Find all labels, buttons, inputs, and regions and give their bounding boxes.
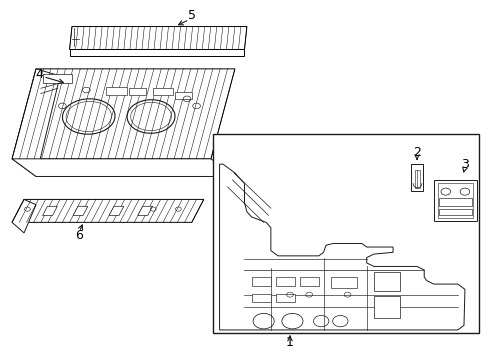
Bar (299, 277, 318, 286)
Text: 4: 4 (36, 68, 43, 81)
Polygon shape (73, 206, 88, 215)
Bar (275, 294, 294, 302)
Polygon shape (42, 206, 57, 215)
Bar (275, 277, 294, 286)
Bar (410, 164, 423, 190)
Bar (330, 277, 356, 288)
Bar (105, 86, 127, 95)
Bar (251, 277, 270, 286)
Bar (251, 294, 270, 302)
Text: 5: 5 (187, 9, 195, 22)
Polygon shape (12, 69, 60, 176)
Bar (373, 272, 399, 291)
Polygon shape (219, 164, 464, 330)
Polygon shape (138, 206, 152, 215)
Polygon shape (69, 27, 246, 49)
Bar (213, 134, 478, 333)
Text: 2: 2 (412, 146, 420, 159)
Bar (438, 198, 471, 207)
Bar (414, 170, 419, 188)
Bar (433, 180, 476, 221)
Bar (438, 209, 471, 215)
Polygon shape (12, 199, 203, 222)
Text: 3: 3 (460, 158, 468, 171)
Text: 6: 6 (75, 229, 83, 242)
Polygon shape (69, 49, 244, 56)
Bar (153, 87, 172, 95)
Polygon shape (12, 69, 234, 159)
Polygon shape (12, 199, 36, 233)
Polygon shape (12, 159, 234, 176)
Bar (129, 87, 146, 95)
Bar (175, 92, 191, 99)
Bar (437, 183, 472, 218)
Polygon shape (109, 206, 123, 215)
Bar (373, 296, 399, 318)
Bar (43, 74, 72, 83)
Text: 1: 1 (285, 337, 293, 350)
